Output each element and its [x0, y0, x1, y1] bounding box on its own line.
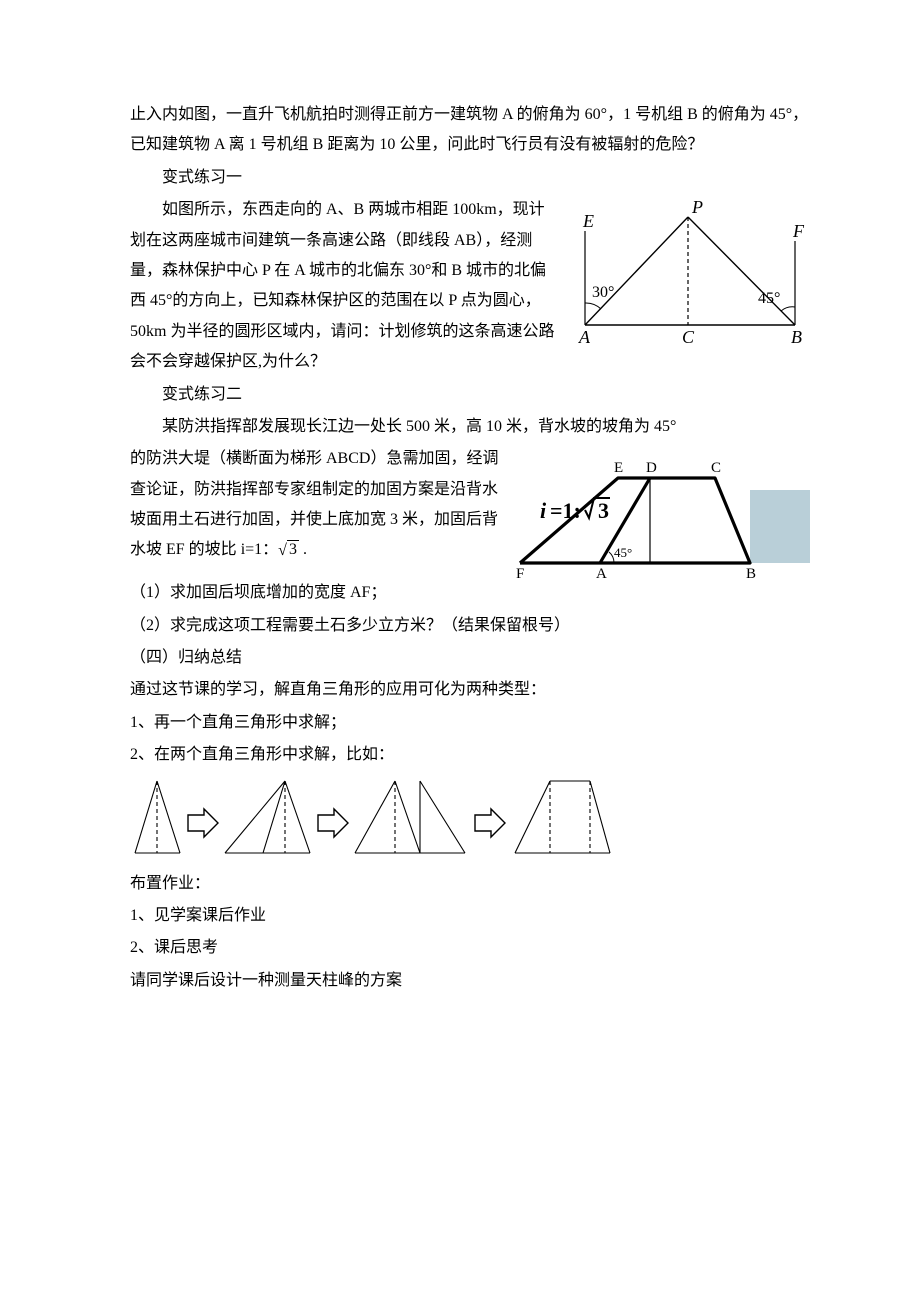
sqrt-3: 3 [278, 535, 299, 565]
svg-text:B: B [791, 327, 802, 345]
question-1: （1）求加固后坝底增加的宽度 AF； [130, 578, 810, 608]
intro-paragraph: 止入内如图，一直升飞机航拍时测得正前方一建筑物 A 的俯角为 60°，1 号机组… [130, 100, 810, 161]
section3-title: （四）归纳总结 [130, 643, 810, 673]
section3-item1: 1、再一个直角三角形中求解； [130, 708, 810, 738]
sqrt-radicand: 3 [287, 540, 299, 558]
svg-text:3: 3 [598, 498, 609, 523]
svg-text:D: D [646, 460, 657, 476]
section2-lead: 某防洪指挥部发展现长江边一处长 500 米，高 10 米，背水坡的坡角为 45° [130, 412, 810, 442]
svg-text:i: i [540, 498, 547, 523]
svg-text:A: A [578, 327, 591, 345]
ratio-suffix: . [299, 541, 307, 558]
svg-text:45°: 45° [614, 545, 632, 560]
svg-text:F: F [792, 221, 805, 241]
svg-text:B: B [746, 566, 756, 578]
figure-decomposition-sequence [130, 773, 810, 863]
figure-dam-trapezoid: E D C F A B 45° i=1: 3 [510, 448, 810, 578]
svg-text:E: E [582, 211, 594, 231]
svg-text:E: E [614, 460, 623, 476]
section3-line1: 通过这节课的学习，解直角三角形的应用可化为两种类型： [130, 675, 810, 705]
svg-text:P: P [691, 197, 703, 217]
svg-text:F: F [516, 566, 524, 578]
homework-2: 2、课后思考 [130, 933, 810, 963]
svg-text:30°: 30° [592, 284, 614, 301]
ratio-expression: i=1： 3 . [241, 541, 307, 558]
ratio-prefix: i=1： [241, 541, 278, 558]
homework-1: 1、见学案课后作业 [130, 901, 810, 931]
section3-item2: 2、在两个直角三角形中求解，比如： [130, 740, 810, 770]
section2-title: 变式练习二 [130, 380, 810, 410]
section2-body-text: 的防洪大堤（横断面为梯形 ABCD）急需加固，经调查论证，防洪指挥部专家组制定的… [130, 450, 498, 558]
question-2: （2）求完成这项工程需要土石多少立方米？（结果保留根号） [130, 611, 810, 641]
svg-text:C: C [711, 460, 721, 476]
homework-title: 布置作业： [130, 869, 810, 899]
svg-text:=1:: =1: [550, 498, 581, 523]
svg-text:C: C [682, 327, 695, 345]
section1-title: 变式练习一 [130, 163, 810, 193]
svg-text:45°: 45° [758, 290, 780, 307]
figure-triangle-pab: P E F A B C 30° 45° [570, 195, 810, 345]
homework-3: 请同学课后设计一种测量天柱峰的方案 [130, 966, 810, 996]
svg-text:A: A [596, 566, 607, 578]
